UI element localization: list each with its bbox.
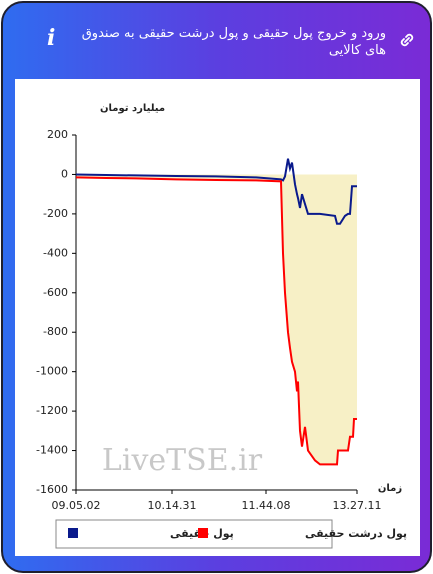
x-axis-label: زمان: [378, 483, 402, 494]
legend-box: [55, 519, 333, 549]
y-tick-label: -1000: [36, 365, 68, 378]
x-tick-label: 10.14.31: [148, 499, 197, 512]
x-tick-label: 11.44.08: [242, 499, 291, 512]
y-axis-label: میلیارد تومان: [100, 103, 165, 114]
y-tick-label: -1400: [36, 444, 68, 457]
x-tick-label: 09.05.02: [52, 499, 101, 512]
legend-swatch: [68, 528, 78, 538]
info-icon[interactable]: i: [47, 25, 56, 51]
legend-label: پول درشت حقیقی: [305, 527, 407, 540]
series-line: [75, 176, 357, 466]
y-tick-label: -200: [43, 207, 68, 220]
y-tick-label: -400: [43, 246, 68, 259]
legend-swatch: [198, 528, 208, 538]
y-tick-label: -1600: [36, 483, 68, 496]
y-tick-label: -800: [43, 325, 68, 338]
card-title: ورود و خروج پول حقیقی و پول درشت حقیقی ب…: [81, 26, 386, 58]
y-tick-label: 200: [47, 128, 68, 141]
y-tick-label: -600: [43, 286, 68, 299]
shaded-area: [76, 174, 357, 465]
link-icon[interactable]: [398, 31, 416, 49]
y-tick-label: -1200: [36, 404, 68, 417]
watermark: LiveTSE.ir: [102, 443, 263, 478]
x-tick-label: 13.27.11: [333, 499, 382, 512]
y-tick-label: 0: [61, 167, 68, 180]
series-line: [75, 158, 357, 225]
